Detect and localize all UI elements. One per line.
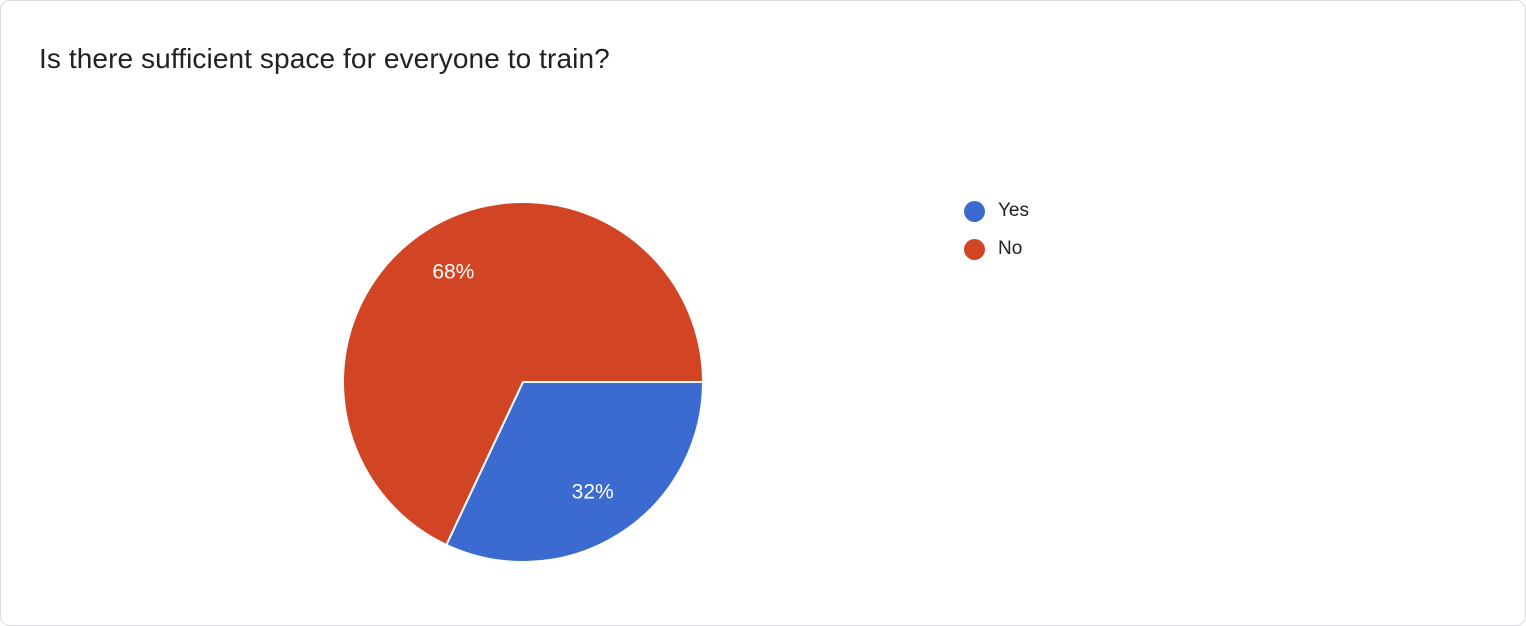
chart-title: Is there sufficient space for everyone t… [39,43,610,74]
legend-swatch-yes-icon [964,200,985,222]
pie-slice-percent-label-no: 68% [432,261,474,284]
pie-slice-no [342,201,704,546]
legend-label-no: No [998,238,1023,259]
legend-label-yes: Yes [998,200,1029,221]
pie-slice-percent-label-yes: 32% [572,480,614,503]
chart-legend: Yes No [964,200,1029,260]
pie-chart: 32% 68% [323,182,723,582]
pie-slice-yes [445,381,704,563]
legend-item-yes: Yes [964,200,1029,222]
legend-swatch-no-icon [964,238,985,260]
legend-item-no: No [964,238,1029,260]
pie-chart-svg: 32% 68% [342,201,704,563]
